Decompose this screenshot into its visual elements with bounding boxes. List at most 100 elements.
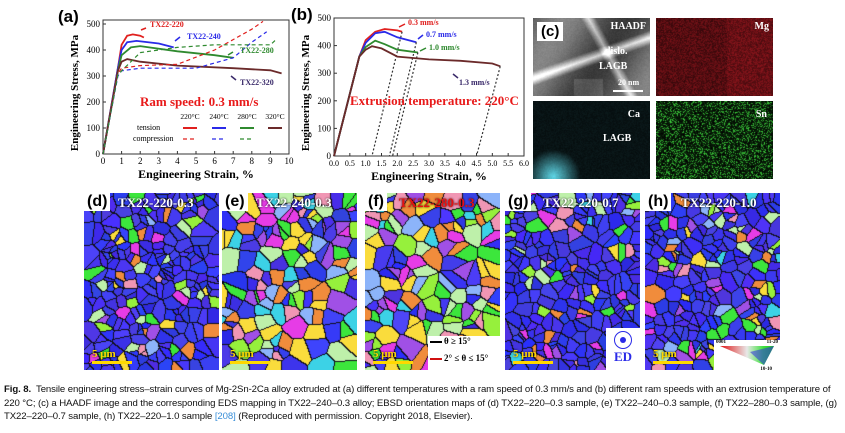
ebsd-map-f: (f) TX22-280-0.3 5 μm θ ≥ 15° 2° ≤ θ ≤ 1… [365,193,500,370]
boundary-legend: θ ≥ 15° 2° ≤ θ ≤ 15° [428,336,500,370]
unloading-line-2 [392,52,419,157]
ebsd-map-h: (h) TX22-220-1.0 5 μm 0001 11-20 10-10 [645,193,780,370]
eds-map-sn: Sn [656,101,773,179]
x-tick-label: 6 [212,156,217,166]
x-tick-label: 6.0 [519,159,529,168]
ebsd-map-e: (e) TX22-240-0.3 5 μm [222,193,357,370]
eds-map-ca: Ca LAGB [533,101,650,179]
unloading-line-1 [388,42,417,157]
y-tick-label: 100 [318,123,332,133]
y-tick-label: 0 [327,151,332,161]
series-line-5 [102,31,268,155]
dislo-label: dislo. [605,46,628,57]
y-tick-label: 400 [87,45,101,55]
curve-label-1: TX22-240 [187,32,221,41]
panel-label: (h) [645,193,672,211]
curve-label-2: 1.0 mm/s [429,43,460,52]
panel-label: (a) [58,7,79,26]
panel-label: (d) [84,193,111,211]
reference-link[interactable]: [208] [214,411,236,422]
curve-label-2: TX22-280 [240,46,274,55]
annotation: Extrusion temperature: 220°C [350,93,519,108]
arrow-3 [230,75,237,81]
curve-label-0: 0.3 mm/s [408,18,439,27]
x-tick-label: 3.5 [440,159,450,168]
sample-name: TX22-280-0.3 [399,195,475,210]
scale-label: 5 μm [373,348,397,360]
scale-bar: 5 μm [653,348,693,364]
y-axis-label: Engineering Stress, MPa [300,34,312,151]
ipf-11-20: 11-20 [766,340,778,345]
x-tick-label: 1.0 [361,159,371,168]
unloading-line-3 [475,66,501,157]
ed-legend: ED [606,328,640,370]
caption-text: Tensile engineering stress–strain curves… [4,384,837,422]
legend-row-label: tension [137,123,160,132]
y-tick-label: 400 [318,41,332,51]
panel-label: (g) [505,193,532,211]
scale-label: 5 μm [92,348,116,360]
panel-label: (b) [291,5,313,24]
ebsd-map-d: (d) TX22-220-0.3 5 μm [84,193,219,370]
sample-name: TX22-240-0.3 [256,195,332,210]
curve-label-0: TX22-220 [150,20,184,29]
legend-column-label: 280°C [237,112,256,121]
scale-label: 5 μm [653,348,677,360]
element-label: Mg [754,21,769,32]
element-label: Sn [755,109,767,120]
arrow-1 [417,34,424,40]
curve-label-3: TX22-320 [240,78,274,87]
scale-label: 20 nm [618,78,640,87]
y-tick-label: 500 [87,19,101,29]
y-tick-label: 100 [87,123,101,133]
x-tick-label: 0.0 [329,159,339,168]
ipf-0001: 0001 [716,340,726,345]
caption-tail: (Reproduced with permission. Copyright 2… [238,411,473,422]
x-tick-label: 1 [119,156,124,166]
figure-caption: Fig. 8. Tensile engineering stress–strai… [4,383,842,424]
annotation: Ram speed: 0.3 mm/s [140,94,258,109]
arrow-0 [398,23,406,28]
chart-a: 0 1 2 3 4 5 6 7 8 9 100100200300400500Engineering … [58,7,294,181]
series-line-3 [102,58,282,155]
chart-b: 0.0 0.5 1.0 1.5 2.0 2.5 3.0 3.5 4.0 4.5 5.0 5.5 6.0 0… [291,5,529,183]
arrow-2 [227,51,234,56]
x-tick-label: 5 [194,156,199,166]
ipf-10-10: 10-10 [760,367,772,370]
x-tick-label: 5.5 [503,159,513,168]
y-tick-label: 0 [96,149,101,159]
haadf-title: HAADF [610,21,646,32]
x-tick-label: 3 [157,156,162,166]
x-tick-label: 8 [250,156,255,166]
haadf-image: (c) HAADF dislo. LAGB 20 nm [533,18,650,96]
panel-label: (e) [222,193,248,211]
x-tick-label: 7 [231,156,236,166]
sample-name: TX22-220-0.3 [118,195,194,210]
lagb-label: LAGB [603,133,632,144]
element-label: Ca [627,109,640,120]
figure-number: Fig. 8. [4,384,32,395]
scale-label: 5 μm [230,348,254,360]
ebsd-map-g: (g) TX22-220-0.7 5 μm ED [505,193,640,370]
scale-label: 5 μm [513,348,537,360]
charts-svg: 0 1 2 3 4 5 6 7 8 9 100100200300400500Engineering … [58,5,529,183]
series-line-4 [102,20,264,155]
scale-bar: 5 μm [92,348,132,364]
x-tick-label: 0 [101,156,106,166]
panel-label: (f) [365,193,387,211]
y-tick-label: 200 [87,97,101,107]
lagb-label: LAGB [599,61,628,72]
arrow-2 [419,47,427,52]
y-tick-label: 500 [318,13,332,23]
x-tick-label: 1.5 [377,159,387,168]
x-tick-label: 2.0 [392,159,402,168]
y-tick-label: 200 [318,96,332,106]
legend-column-label: 240°C [209,112,228,121]
arrow-0 [140,27,147,31]
arrow-1 [174,36,181,42]
scale-bar: 5 μm [230,348,270,364]
sample-name: TX22-220-0.7 [543,195,619,210]
series-line-6 [102,39,277,155]
ed-label: ED [613,349,633,364]
y-tick-label: 300 [87,71,101,81]
